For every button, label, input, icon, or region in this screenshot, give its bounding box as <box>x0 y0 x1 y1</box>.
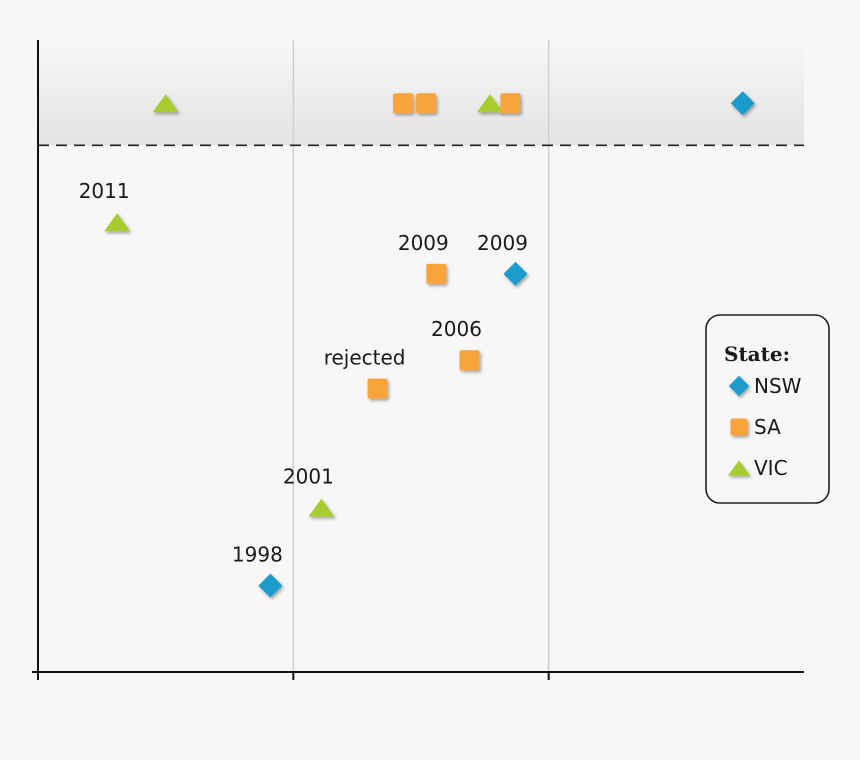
overflow-band <box>38 40 804 146</box>
point-label: rejected <box>324 346 406 370</box>
point-sa <box>367 378 388 399</box>
legend-label-nsw: NSW <box>754 374 802 398</box>
point-vic <box>308 498 335 517</box>
legend-marker-nsw <box>728 375 750 397</box>
legend-title: State: <box>724 342 790 366</box>
legend-marker-sa <box>730 418 748 436</box>
point-sa <box>416 93 437 114</box>
point-label: 2009 <box>398 231 449 255</box>
point-label: 2001 <box>283 465 334 489</box>
data-points <box>104 91 755 598</box>
point-sa <box>459 350 480 371</box>
point-sa <box>426 263 447 284</box>
legend: State: NSW SA VIC <box>705 314 830 504</box>
point-label: 2006 <box>431 317 482 341</box>
point-labels: 2011 2009 2009 2006 rejected 2001 1998 <box>79 179 528 566</box>
legend-marker-vic <box>727 460 751 476</box>
axes <box>32 40 804 680</box>
point-sa <box>393 93 414 114</box>
point-label: 2009 <box>477 231 528 255</box>
point-vic <box>476 94 503 113</box>
point-vic <box>104 213 131 232</box>
point-sa <box>500 93 521 114</box>
gridlines <box>38 40 804 672</box>
point-label: 1998 <box>232 543 283 567</box>
legend-label-sa: SA <box>754 415 781 439</box>
legend-box <box>705 314 830 504</box>
point-nsw <box>258 573 283 598</box>
point-nsw <box>730 91 755 116</box>
point-nsw <box>503 261 528 286</box>
point-label: 2011 <box>79 179 130 203</box>
band-background <box>38 40 804 146</box>
point-vic <box>152 94 179 113</box>
legend-label-vic: VIC <box>754 456 788 480</box>
